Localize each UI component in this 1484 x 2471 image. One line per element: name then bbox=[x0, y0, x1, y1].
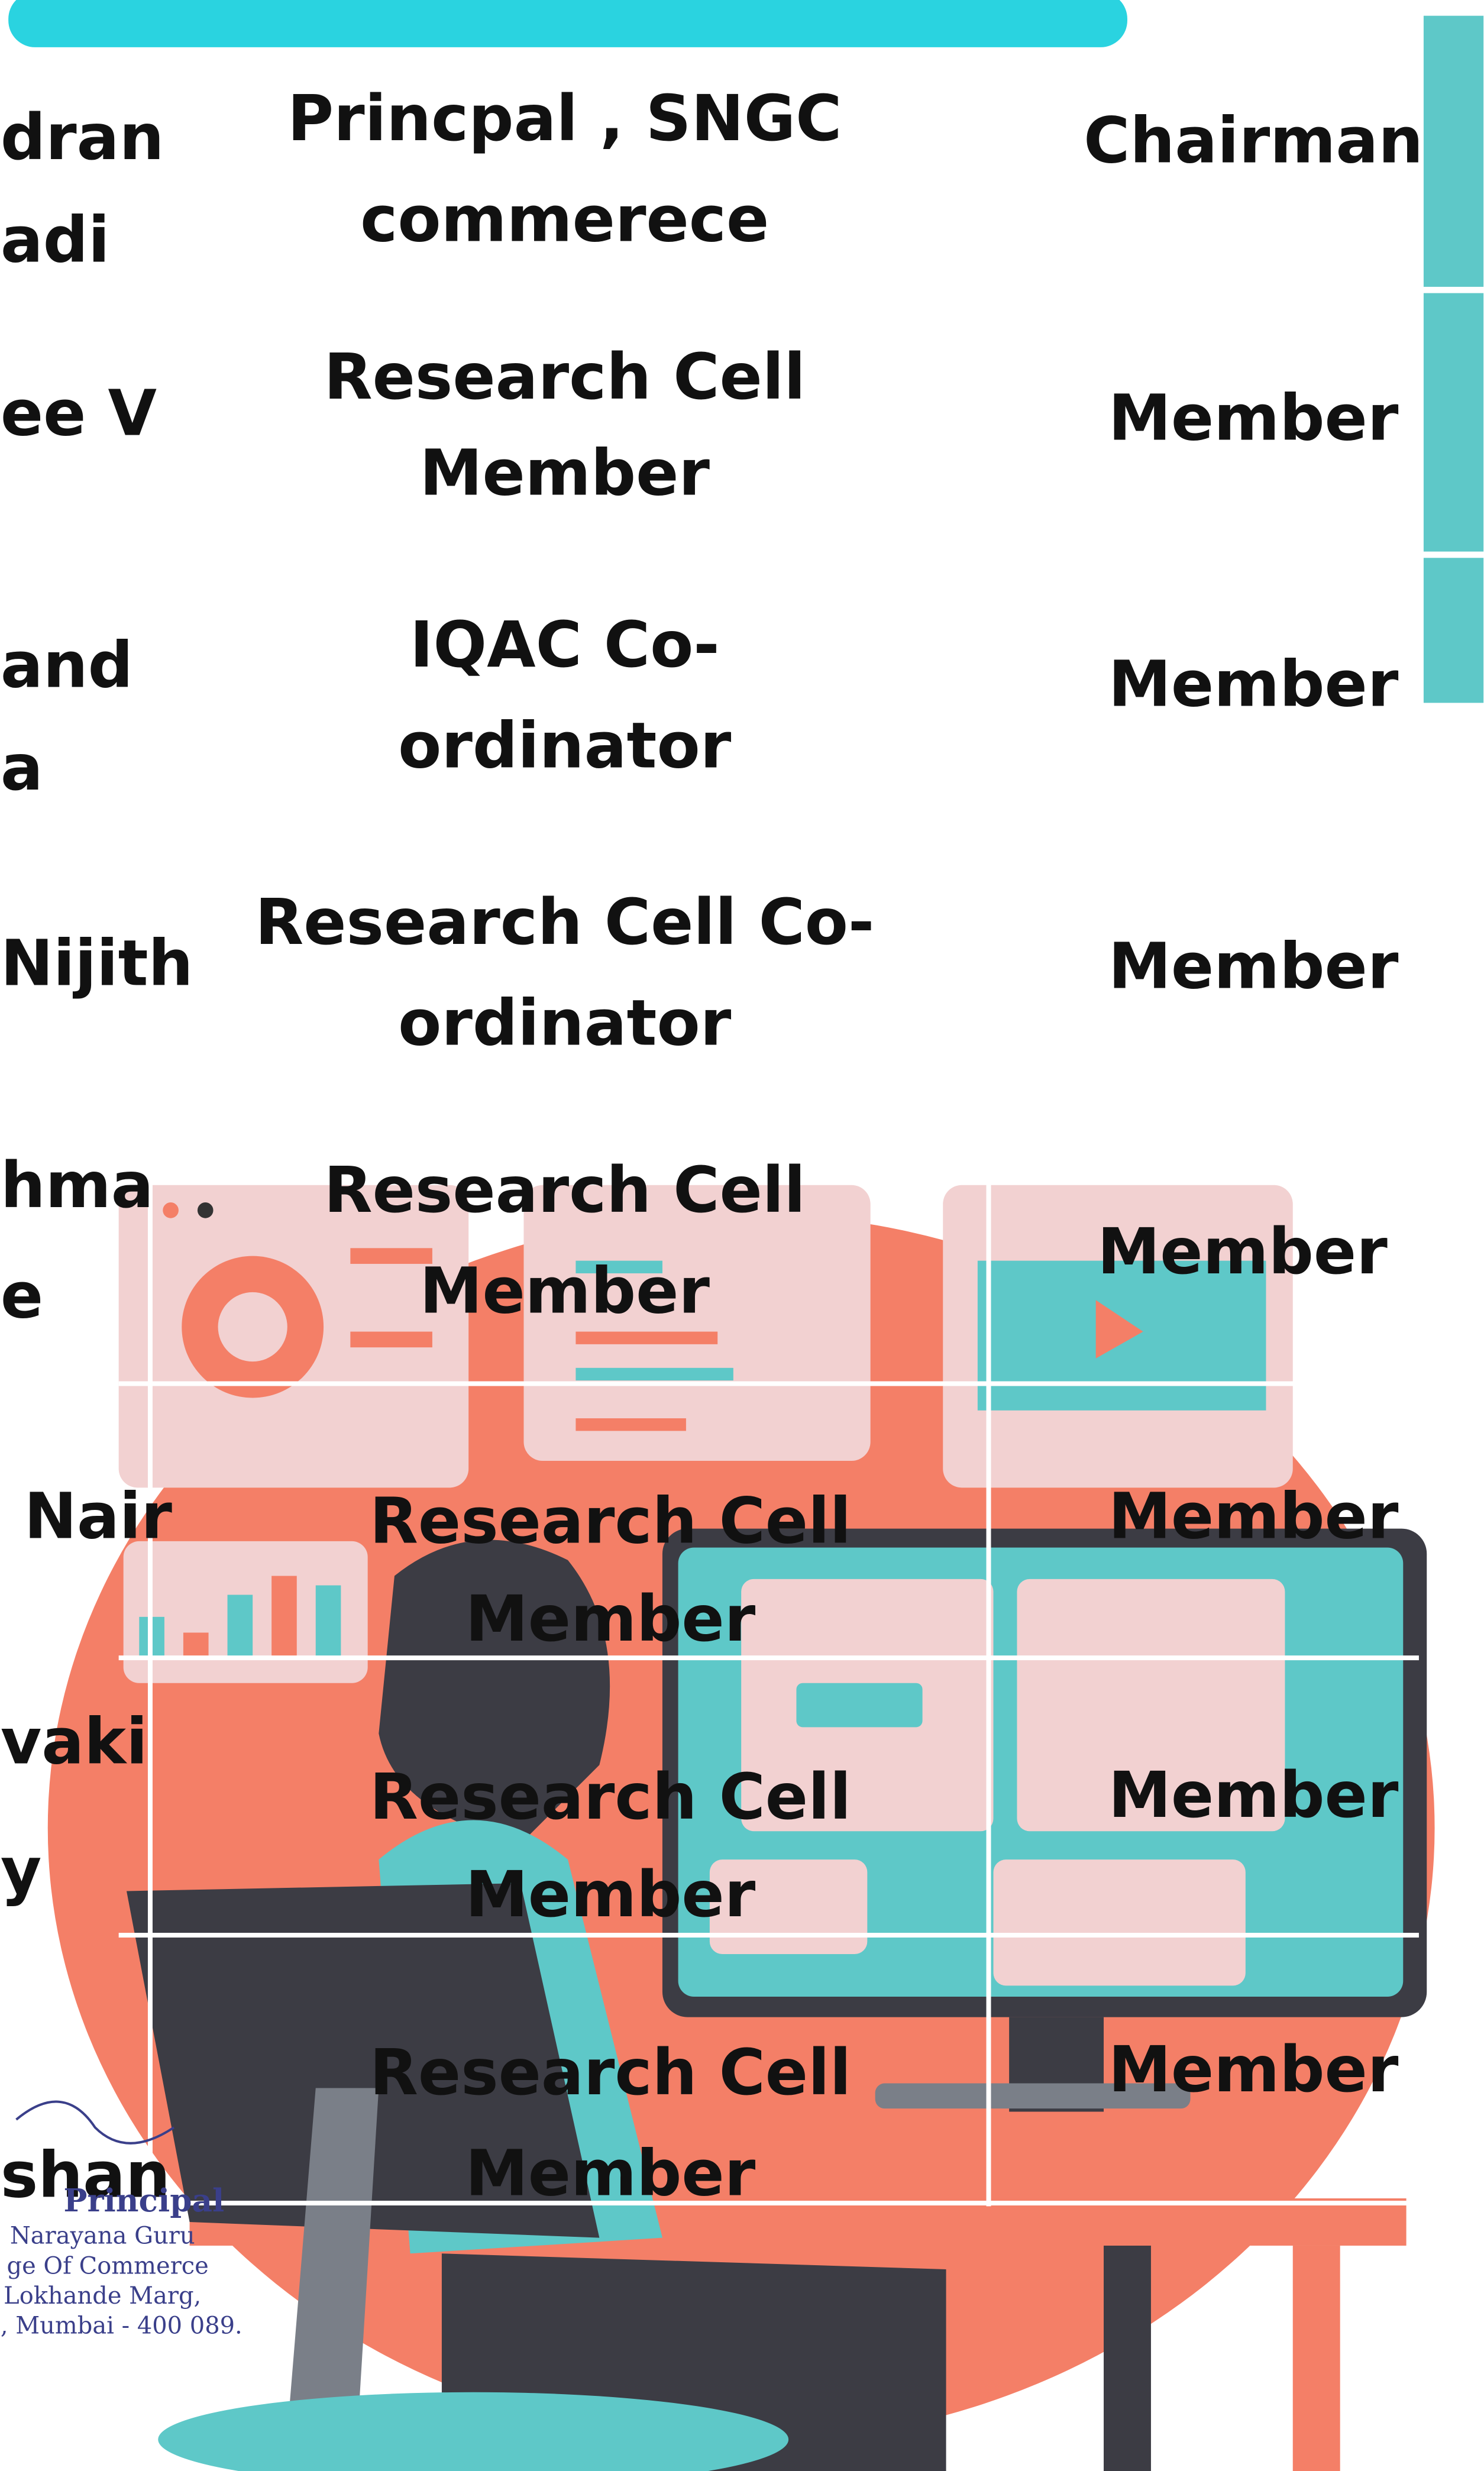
designation: Research Cell bbox=[370, 2036, 851, 2110]
designation: Member bbox=[465, 2137, 756, 2211]
designation: Member bbox=[465, 1583, 756, 1656]
role: Member bbox=[1108, 381, 1399, 455]
role: Member bbox=[1097, 1215, 1388, 1289]
member-name: Nijith bbox=[1, 927, 193, 1000]
member-name: a bbox=[1, 732, 43, 805]
designation: ordinator bbox=[398, 987, 732, 1060]
designation: Research Cell bbox=[324, 1154, 806, 1227]
grid bbox=[118, 1174, 1419, 2207]
member-name: y bbox=[1, 1835, 41, 1908]
member-name: hma bbox=[1, 1149, 154, 1222]
top-bar bbox=[8, 0, 1127, 47]
table-row: ee V Research Cell Member Member bbox=[1, 341, 1399, 510]
designation: Research Cell bbox=[370, 1761, 851, 1834]
designation: Member bbox=[419, 1255, 710, 1328]
role: Member bbox=[1108, 1480, 1399, 1554]
stamp-line: Narayana Guru bbox=[10, 2223, 195, 2250]
table-row: and a IQAC Co-ordinator Member bbox=[1, 609, 1399, 805]
designation: Member bbox=[419, 437, 710, 510]
table-row: shan Research Cell Member Member bbox=[1, 2033, 1399, 2213]
table-row: hma e Research Cell Member Member bbox=[1, 1149, 1388, 1333]
table-row: vaki y Research Cell Member Member bbox=[1, 1706, 1399, 1932]
role: Chairman bbox=[1084, 104, 1423, 177]
stamp-line: , Mumbai - 400 089. bbox=[1, 2312, 243, 2340]
member-name: shan bbox=[1, 2139, 170, 2212]
designation: Research Cell bbox=[324, 341, 806, 414]
stamp-line: ge Of Commerce bbox=[7, 2252, 208, 2279]
role: Member bbox=[1108, 1759, 1399, 1832]
table: dran adi Princpal , SNGC commerece Chairman e… bbox=[1, 82, 1423, 2212]
role: Member bbox=[1108, 648, 1399, 722]
member-name: dran bbox=[1, 101, 164, 174]
role: Member bbox=[1108, 930, 1399, 1004]
designation: commerece bbox=[360, 183, 769, 257]
member-name: ee V bbox=[1, 377, 157, 450]
designation: Research Cell bbox=[370, 1485, 851, 1558]
chair bbox=[126, 1883, 600, 2238]
card bbox=[523, 1185, 871, 1461]
member-name: adi bbox=[1, 203, 110, 277]
designation: Princpal , SNGC bbox=[287, 82, 842, 156]
table-row: Nijith Research Cell Co-ordinator Member bbox=[1, 886, 1399, 1060]
member-name: vaki bbox=[1, 1706, 148, 1779]
designation: Research Cell Co- bbox=[255, 886, 874, 959]
designation: Member bbox=[465, 1858, 756, 1932]
illustration bbox=[47, 1185, 1435, 2471]
stamp-title: Principal bbox=[63, 2182, 224, 2219]
designation: IQAC Co- bbox=[410, 609, 720, 682]
role: Member bbox=[1108, 2033, 1399, 2107]
member-name: Nair bbox=[24, 1480, 173, 1554]
side-bar bbox=[1423, 15, 1484, 287]
stamp-line: Lokhande Marg, bbox=[4, 2282, 201, 2310]
person-hair bbox=[379, 1539, 610, 1844]
table-row: Nair Research Cell Member Member bbox=[24, 1480, 1399, 1656]
side-bar bbox=[1423, 558, 1484, 703]
member-name: e bbox=[1, 1260, 43, 1333]
member-name: and bbox=[1, 629, 133, 703]
side-bar bbox=[1423, 293, 1484, 552]
table-row: dran adi Princpal , SNGC commerece Chairman bbox=[1, 82, 1423, 277]
designation: ordinator bbox=[398, 710, 732, 783]
